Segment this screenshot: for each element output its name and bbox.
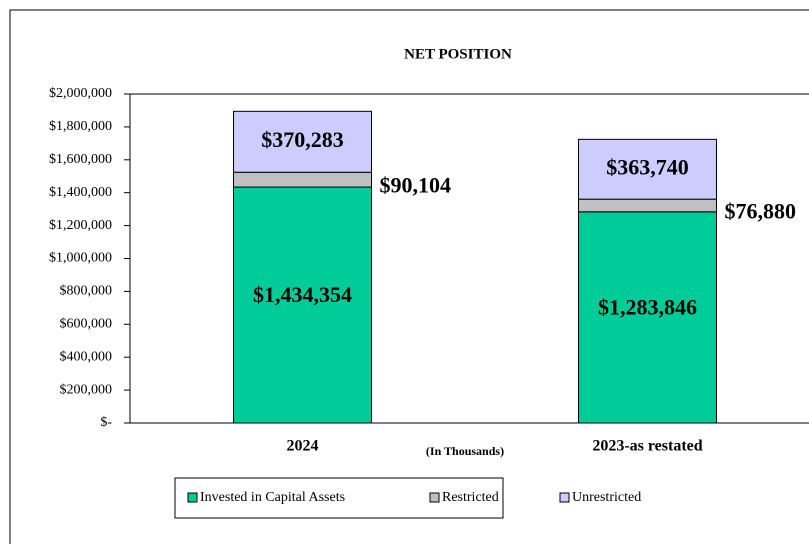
bar-segment (233, 171, 372, 188)
legend-label: Restricted (442, 490, 499, 505)
legend-swatch (187, 492, 198, 503)
legend-box (174, 477, 504, 519)
bar-segment (578, 211, 717, 424)
y-tick-label: $1,000,000 (49, 251, 112, 266)
data-label: $370,283 (261, 127, 344, 152)
data-label: $90,104 (380, 173, 452, 198)
y-tick-label: $1,800,000 (49, 119, 112, 134)
bar-segment (233, 110, 372, 173)
data-label: $76,880 (725, 199, 797, 224)
y-tick-label: $2,000,000 (49, 86, 112, 101)
y-tick-label: $400,000 (60, 349, 113, 364)
y-tick-label: $800,000 (60, 284, 113, 299)
legend-label: Invested in Capital Assets (200, 490, 345, 505)
y-tick-label: $1,600,000 (49, 152, 112, 167)
x-tick-label: 2024 (287, 438, 319, 455)
y-tick-label: $200,000 (60, 382, 113, 397)
chart-title: NET POSITION (404, 46, 512, 62)
x-axis-label: (In Thousands) (426, 444, 504, 458)
data-label: $363,740 (606, 154, 689, 179)
y-tick-label: $- (100, 415, 112, 430)
y-tick-label: $1,400,000 (49, 185, 112, 200)
bar-segment (578, 138, 717, 200)
y-tick-label: $600,000 (60, 317, 113, 332)
y-tick-label: $1,200,000 (49, 218, 112, 233)
legend-swatch (429, 492, 440, 503)
legend-label: Unrestricted (572, 490, 641, 505)
x-tick-label: 2023-as restated (592, 438, 702, 455)
chart-frame (9, 9, 809, 544)
data-label: $1,434,354 (253, 282, 352, 307)
legend-swatch (559, 492, 570, 503)
data-label: $1,283,846 (598, 294, 697, 319)
bar-segment (578, 198, 717, 213)
